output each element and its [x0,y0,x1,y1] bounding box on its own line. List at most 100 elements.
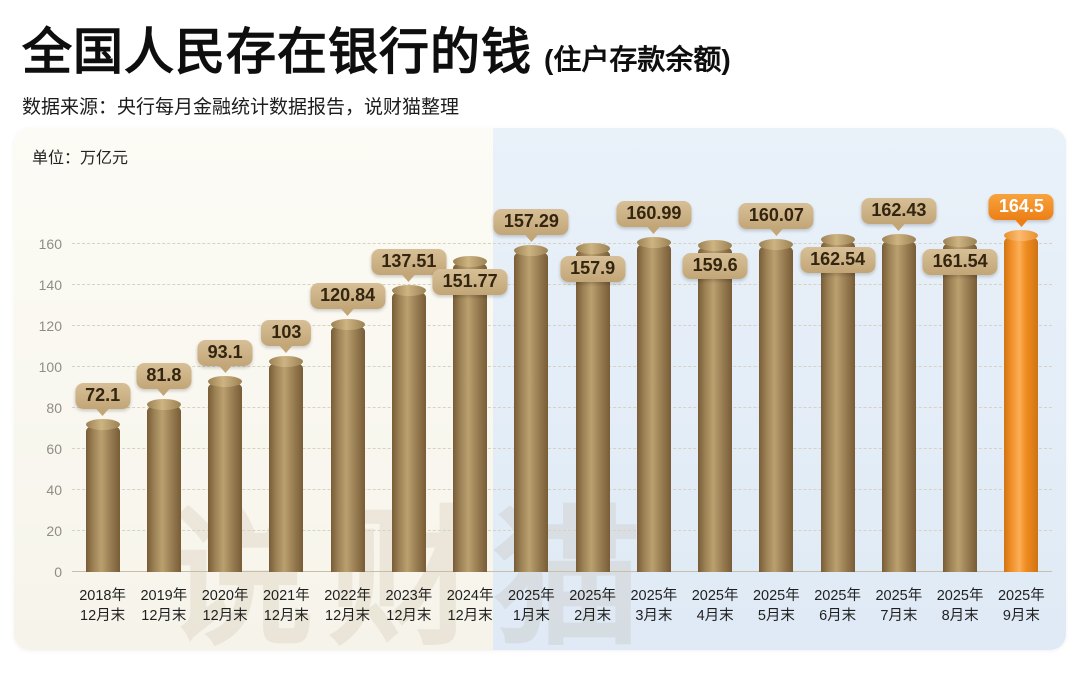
value-badge: 162.54 [800,246,876,273]
bar-column: 151.77 2024年 12月末 [432,188,508,624]
gridline [72,325,1052,326]
x-axis-label: 2025年 6月末 [791,586,884,627]
badge-arrow [769,227,784,236]
unit-label: 单位：万亿元 [32,150,129,167]
bar-top-ellipse [514,244,549,256]
bar-top-ellipse [453,255,488,267]
x-axis-label-line1: 2018年 [79,588,126,604]
page-title-suffix: (住户存款余额) [544,44,731,75]
gridline [72,407,1052,408]
bar [330,319,365,572]
y-axis-tick-label: 140 [38,277,62,293]
bar-column: 160.99 2025年 3月末 [616,188,692,624]
y-axis-tick-label: 80 [46,400,62,416]
value-badge-text: 162.43 [861,198,937,225]
title-row: 全国人民存在银行的钱 (住户存款余额) [22,12,1080,84]
badge-arrow [401,274,416,283]
x-axis-label-line2: 2月末 [574,608,612,625]
x-axis-label-line2: 9月末 [1002,608,1040,625]
bar-top-ellipse [698,239,733,251]
badge-arrow [279,344,294,353]
value-badge-text: 160.99 [616,200,692,227]
plot-area: 0 20 40 60 80 100 120 140 160 72.1 2018年 12月末 81.8 20… [39,188,1054,624]
bar [391,285,426,572]
bar [146,399,181,572]
value-badge-text: 81.8 [136,363,192,390]
bar-column: 161.54 2025年 8月末 [922,188,998,624]
gridline [72,284,1052,285]
value-badge: 120.84 [310,283,386,317]
gridline [72,448,1052,449]
x-axis-label-line2: 3月末 [635,608,673,625]
x-axis-label-line2: 12月末 [386,608,432,625]
badge-arrow [218,365,233,374]
page-header: 全国人民存在银行的钱 (住户存款余额) 数据来源：央行每月金融统计数据报告，说财… [0,0,1080,119]
value-badge: 161.54 [922,248,998,275]
bar-top-ellipse [269,355,304,367]
bar [208,376,243,572]
x-axis-label: 2018年 12月末 [56,586,149,627]
bar-top-ellipse [85,419,120,431]
badge-arrow [1014,218,1029,227]
bar [453,255,488,572]
bar-top-ellipse [881,234,916,246]
x-axis-label-line2: 12月末 [263,608,309,625]
value-badge: 151.77 [432,268,508,295]
bar [85,419,120,572]
bar [698,239,733,572]
gridline [72,530,1052,531]
x-axis-label: 2025年 3月末 [607,586,700,627]
value-badge: 160.07 [738,202,814,236]
value-badge-text: 93.1 [197,340,253,367]
bar [575,243,610,572]
gridline [72,571,1052,572]
value-badge-text: 159.6 [682,252,748,279]
x-axis-label-line1: 2025年 [997,588,1045,604]
bar-column: 160.07 2025年 5月末 [738,188,814,624]
x-axis-label: 2024年 12月末 [424,586,517,627]
y-axis-tick-label: 20 [46,523,62,539]
gridline [72,489,1052,490]
y-axis-tick-label: 100 [38,359,62,375]
x-axis-label-line2: 12月末 [202,608,248,625]
bar-top-ellipse [820,233,855,245]
x-axis-label-line1: 2023年 [385,588,433,604]
x-axis-label: 2025年 4月末 [669,586,762,627]
x-axis-label-line1: 2025年 [936,588,984,604]
x-axis-label: 2019年 12月末 [117,586,210,627]
x-axis-label: 2025年 1月末 [485,586,578,627]
value-badge-text: 72.1 [75,383,131,410]
value-badge: 93.1 [197,340,253,374]
x-axis-label-line1: 2025年 [875,588,923,604]
data-source-subtitle: 数据来源：央行每月金融统计数据报告，说财猫整理 [22,97,460,118]
x-axis-label-line1: 2025年 [630,588,678,604]
y-axis-tick-label: 160 [38,236,62,252]
x-axis-label-line2: 12月末 [447,608,493,625]
x-axis-label: 2025年 8月末 [914,586,1007,627]
bar-column: 164.5 2025年 9月末 [988,188,1054,624]
y-axis-tick-label: 60 [46,441,62,457]
bar-column: 81.8 2019年 12月末 [133,188,194,624]
gridline [72,243,1052,244]
value-badge-text: 161.54 [922,248,998,275]
x-axis-label: 2020年 12月末 [179,586,272,627]
x-axis-label: 2025年 5月末 [730,586,823,627]
badge-arrow [156,388,171,397]
x-axis-label-line1: 2021年 [262,588,310,604]
value-badge: 81.8 [136,363,192,397]
page-title: 全国人民存在银行的钱 [22,24,532,80]
value-badge-text: 160.07 [738,202,814,229]
x-axis-label-line1: 2019年 [140,588,188,604]
bar-column: 93.1 2020年 12月末 [195,188,256,624]
bar [514,244,549,572]
value-badge-text: 157.29 [493,208,569,235]
bar-column: 103 2021年 12月末 [256,188,317,624]
bar [881,234,916,572]
x-axis-label-line1: 2025年 [814,588,861,604]
badge-arrow [891,223,906,232]
bar [943,235,978,572]
x-axis-label: 2021年 12月末 [240,586,333,627]
x-axis-label: 2025年 7月末 [852,586,945,627]
value-badge: 164.5 [988,193,1054,227]
badge-arrow [646,225,661,234]
